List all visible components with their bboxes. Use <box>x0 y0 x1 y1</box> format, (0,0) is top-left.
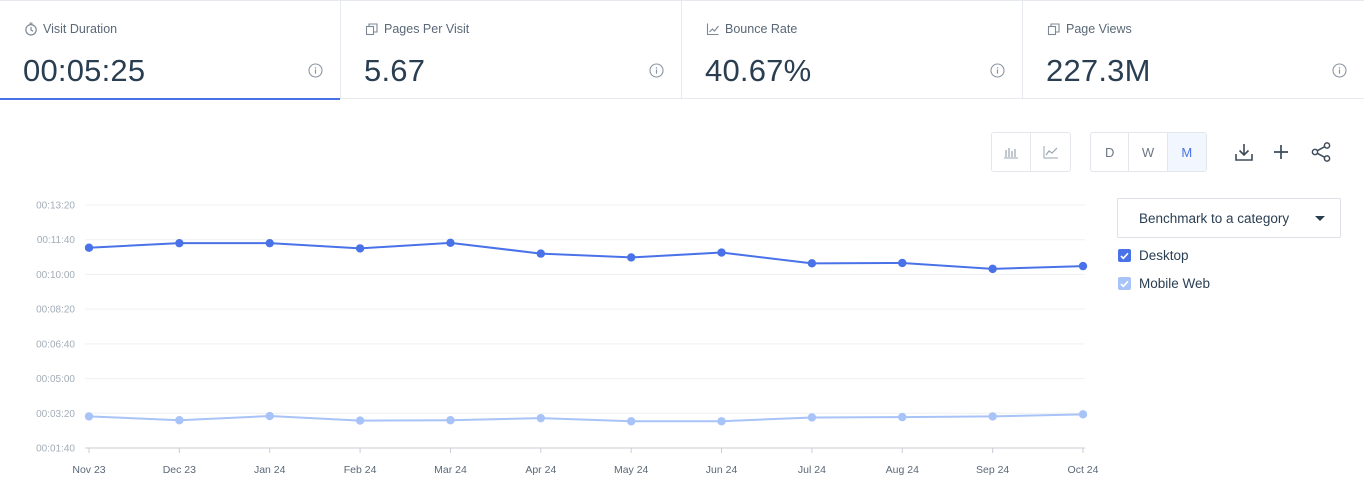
data-point-desktop <box>717 248 726 257</box>
data-point-mobile-web <box>626 417 636 426</box>
data-point-desktop <box>355 244 365 253</box>
metric-label: Bounce Rate <box>725 22 798 36</box>
share-icon[interactable] <box>1310 141 1332 163</box>
x-tick-label: Jun 24 <box>706 464 738 476</box>
x-tick-label: Jul 24 <box>798 464 826 476</box>
line-chart-icon <box>1043 146 1058 159</box>
data-point-mobile-web <box>536 413 546 423</box>
data-point-desktop <box>84 243 94 252</box>
data-point-desktop <box>265 238 274 248</box>
visit-duration-chart: 00:01:40 00:03:20 00:05:00 00:06:40 00:08:20… <box>36 201 1099 477</box>
x-tick-label: Mar 24 <box>434 464 467 476</box>
info-icon[interactable] <box>308 63 323 78</box>
data-point-mobile-web <box>1078 410 1088 419</box>
y-tick-label: 00:08:20 <box>36 305 75 316</box>
x-tick-label: Aug 24 <box>886 464 919 476</box>
y-tick-label: 00:11:40 <box>37 235 76 246</box>
y-tick-label: 00:05:00 <box>36 374 75 385</box>
y-tick-label: 00:01:40 <box>36 444 75 455</box>
metric-pages-per-visit[interactable]: Pages Per Visit 5.67 <box>341 1 682 99</box>
legend-item-desktop[interactable]: Desktop <box>1118 248 1189 263</box>
info-icon[interactable] <box>990 63 1005 78</box>
data-point-mobile-web <box>265 411 274 421</box>
metric-label: Visit Duration <box>43 22 118 36</box>
x-tick-label: Oct 24 <box>1068 464 1099 476</box>
metric-value: 40.67% <box>705 53 812 88</box>
data-point-desktop <box>626 253 636 262</box>
checkbox-checked-icon[interactable] <box>1118 277 1131 290</box>
data-point-mobile-web <box>355 416 365 425</box>
chevron-down-icon <box>1315 216 1325 221</box>
column-chart-icon <box>1004 148 1018 159</box>
x-tick-label: Dec 23 <box>163 464 196 476</box>
data-point-mobile-web <box>84 412 94 421</box>
metric-value: 5.67 <box>364 53 426 88</box>
data-point-desktop <box>175 238 184 248</box>
data-point-desktop <box>988 264 997 274</box>
data-point-desktop <box>898 258 907 268</box>
x-tick-label: Feb 24 <box>344 464 377 476</box>
legend-label: Desktop <box>1139 248 1189 263</box>
line-chart-button[interactable] <box>1031 133 1070 171</box>
download-icon[interactable] <box>1233 141 1255 163</box>
info-icon[interactable] <box>1332 63 1347 78</box>
metric-visit-duration[interactable]: Visit Duration 00:05:25 <box>0 1 341 100</box>
chart-type-toggle <box>991 132 1071 172</box>
x-tick-label: Jan 24 <box>254 464 286 476</box>
data-point-mobile-web <box>988 412 997 421</box>
series-line-mobile-web <box>88 413 1084 423</box>
granularity-weekly-button[interactable]: W <box>1129 133 1168 171</box>
clock-icon <box>25 22 37 36</box>
data-point-mobile-web <box>717 417 726 426</box>
y-tick-label: 00:06:40 <box>36 339 75 350</box>
pages-icon <box>1047 23 1060 36</box>
pages-icon <box>365 23 378 36</box>
granularity-toggle: D W M <box>1090 132 1207 172</box>
metric-label: Page Views <box>1066 22 1132 36</box>
series-line-desktop <box>88 241 1084 270</box>
metric-bounce-rate[interactable]: Bounce Rate 40.67% <box>682 1 1023 99</box>
y-tick-label: 00:10:00 <box>36 270 75 281</box>
benchmark-dropdown[interactable]: Benchmark to a category <box>1117 198 1341 238</box>
data-point-mobile-web <box>446 416 455 425</box>
metric-value: 00:05:25 <box>23 53 146 88</box>
data-point-mobile-web <box>898 412 907 422</box>
info-icon[interactable] <box>649 63 664 78</box>
data-point-desktop <box>536 249 546 258</box>
metric-label: Pages Per Visit <box>384 22 470 36</box>
y-tick-label: 00:03:20 <box>36 409 75 420</box>
x-tick-label: May 24 <box>614 464 649 476</box>
y-tick-label: 00:13:20 <box>36 201 75 212</box>
metrics-bar: Visit Duration 00:05:25 Pages Per Visit … <box>0 0 1364 100</box>
data-point-mobile-web <box>175 416 184 425</box>
x-tick-label: Apr 24 <box>525 464 556 476</box>
x-tick-label: Nov 23 <box>72 464 105 476</box>
add-icon[interactable] <box>1270 141 1292 163</box>
legend-item-mobile-web[interactable]: Mobile Web <box>1118 276 1210 291</box>
trend-icon <box>706 23 719 36</box>
granularity-daily-button[interactable]: D <box>1091 133 1130 171</box>
data-point-desktop <box>1078 261 1088 271</box>
x-tick-label: Sep 24 <box>976 464 1009 476</box>
metric-page-views[interactable]: Page Views 227.3M <box>1023 1 1364 99</box>
column-chart-button[interactable] <box>992 133 1031 171</box>
benchmark-label: Benchmark to a category <box>1139 210 1290 226</box>
data-point-desktop <box>446 238 455 248</box>
granularity-monthly-button[interactable]: M <box>1167 133 1207 171</box>
data-point-mobile-web <box>807 413 817 422</box>
checkbox-checked-icon[interactable] <box>1118 249 1131 262</box>
data-point-desktop <box>807 259 817 268</box>
legend-label: Mobile Web <box>1139 276 1211 291</box>
metric-value: 227.3M <box>1046 53 1151 88</box>
